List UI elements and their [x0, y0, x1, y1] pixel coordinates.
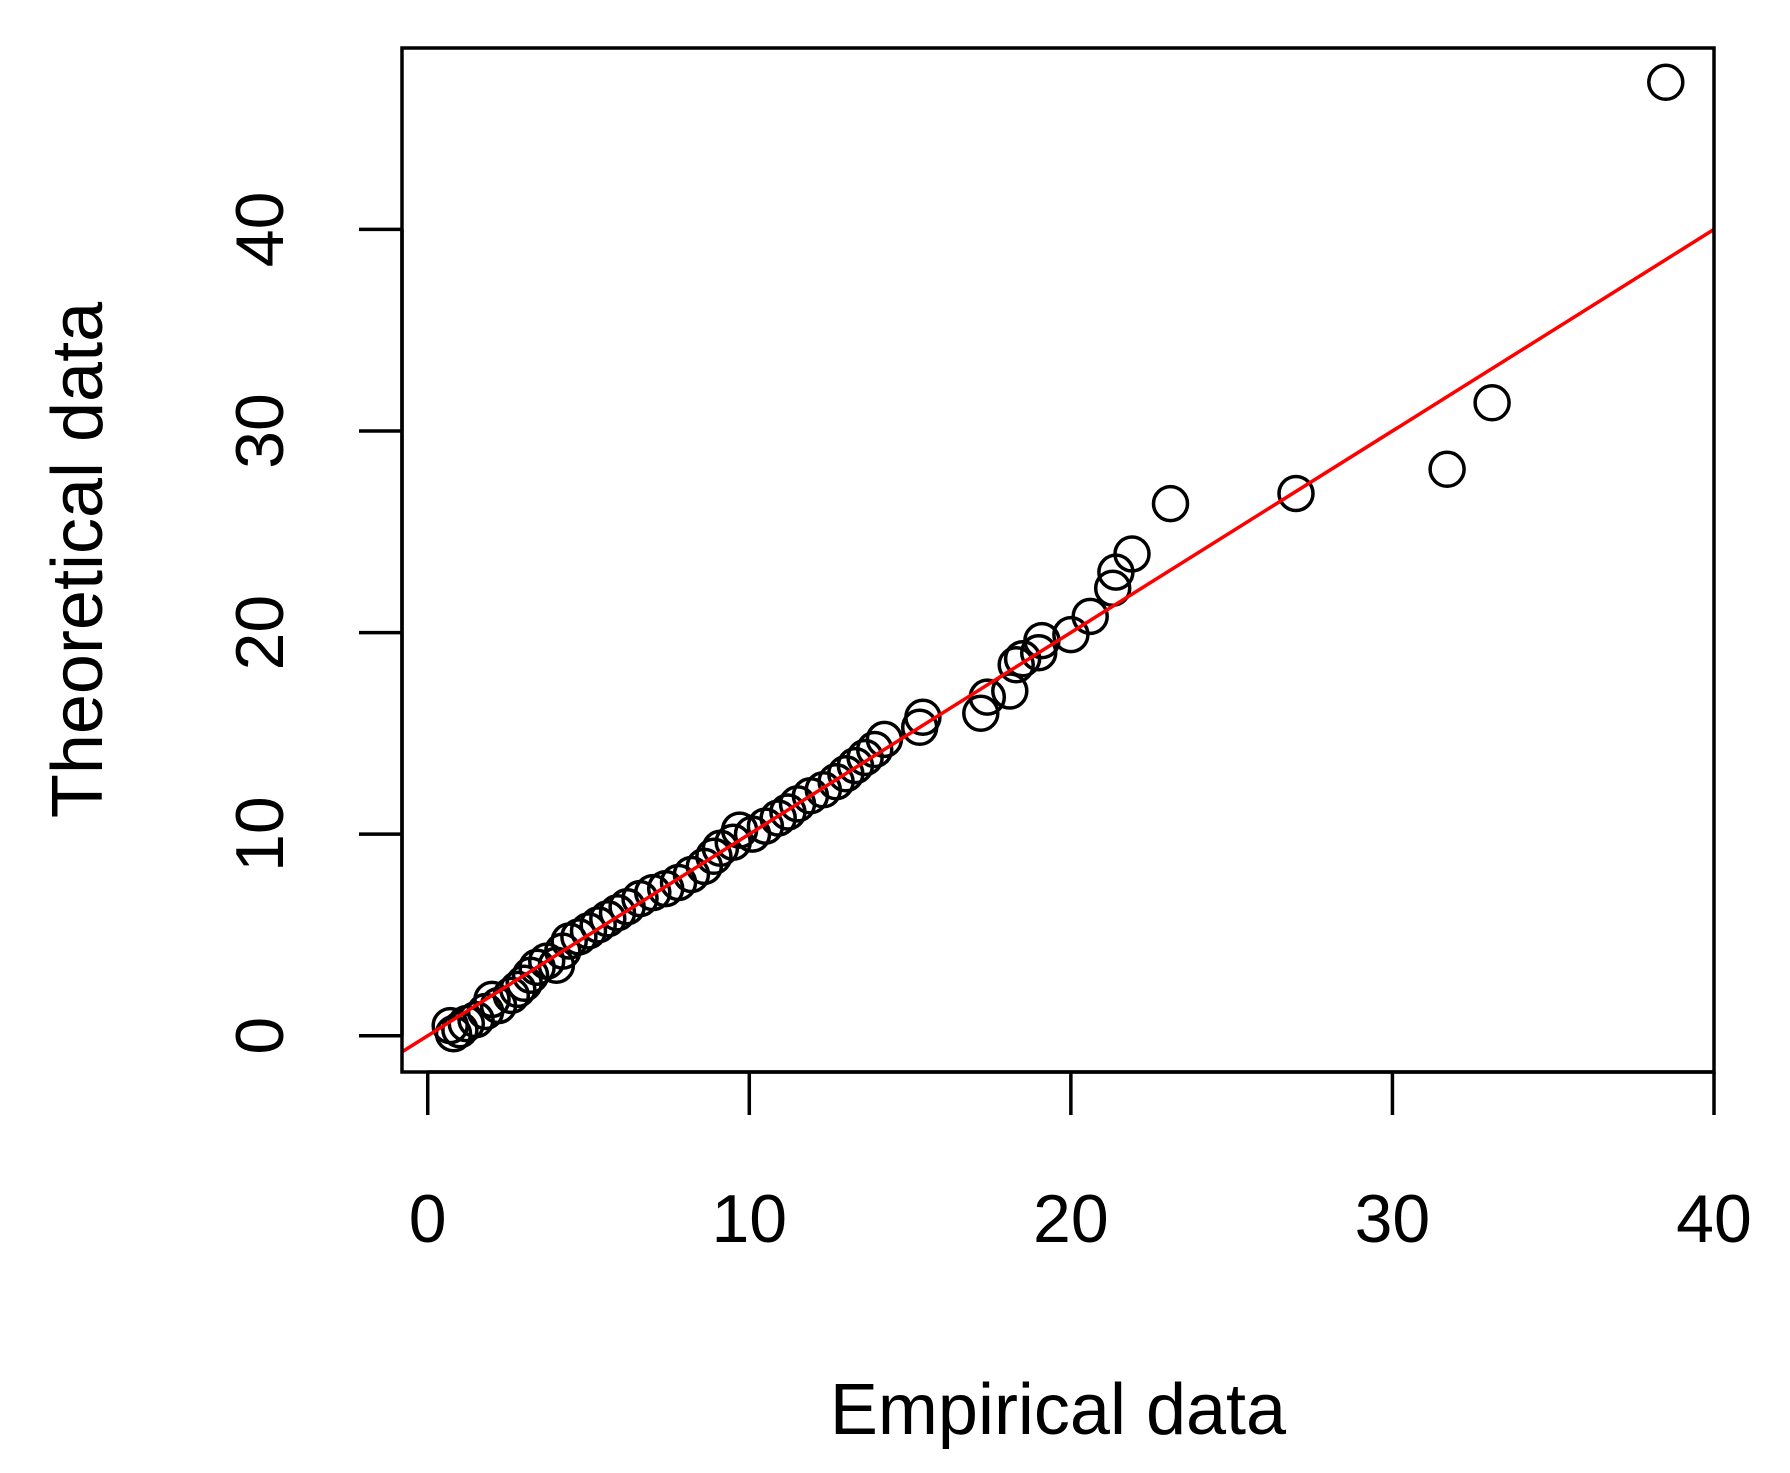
data-point: [1071, 597, 1109, 636]
data-point: [473, 980, 511, 1019]
reference-line: [401, 227, 1715, 1054]
data-point: [560, 918, 598, 956]
y-axis-title: Theoretical data: [38, 301, 118, 818]
data-point: [759, 799, 797, 837]
y-tick-label: 30: [222, 393, 298, 469]
data-point: [598, 894, 637, 932]
data-point: [579, 906, 617, 944]
x-tick-label: 40: [1676, 1181, 1752, 1257]
data-point: [1428, 450, 1466, 489]
data-point: [569, 912, 608, 950]
x-tick-label: 30: [1355, 1181, 1431, 1257]
x-tick-label: 10: [711, 1181, 787, 1257]
x-tick-label: 0: [409, 1181, 447, 1257]
data-point: [1151, 484, 1190, 523]
reference-line-layer: [401, 227, 1715, 1054]
data-point: [589, 900, 627, 938]
y-tick-label: 0: [222, 1017, 298, 1055]
data-point: [855, 730, 894, 769]
data-point: [991, 672, 1029, 710]
data-point: [962, 694, 1000, 732]
x-axis: 0 10 20 30 40: [409, 1070, 1752, 1257]
data-point: [1647, 63, 1685, 102]
data-point: [997, 646, 1035, 684]
data-point: [434, 1014, 473, 1053]
x-tick-label: 20: [1033, 1181, 1109, 1257]
data-point: [1473, 384, 1511, 422]
y-tick-label: 20: [222, 595, 298, 671]
data-point: [1277, 474, 1315, 513]
data-point: [1113, 535, 1151, 573]
data-point: [904, 698, 942, 736]
x-axis-title: Empirical data: [830, 1370, 1287, 1450]
y-tick-label: 40: [222, 192, 298, 268]
y-axis: 0 10 20 30 40: [222, 192, 404, 1055]
data-points: [431, 63, 1685, 1053]
data-point: [695, 837, 733, 876]
y-tick-label: 10: [222, 796, 298, 872]
